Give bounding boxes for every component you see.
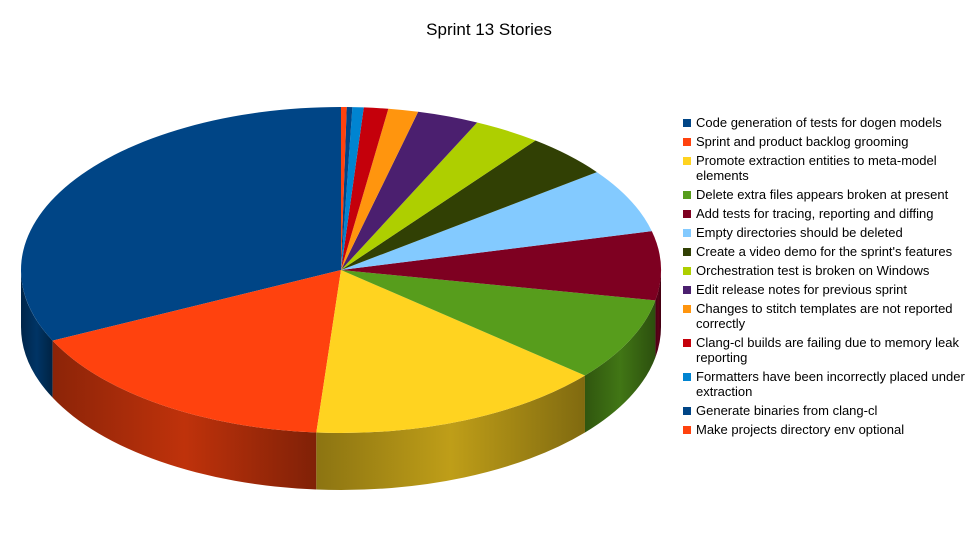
chart-title: Sprint 13 Stories bbox=[426, 20, 552, 39]
pie-slice bbox=[341, 122, 536, 271]
legend-swatch bbox=[683, 248, 691, 256]
legend-item: Promote extraction entities to meta-mode… bbox=[683, 153, 973, 183]
pie-slice bbox=[341, 108, 419, 270]
pie-slice bbox=[341, 107, 353, 270]
pie-slice bbox=[341, 140, 597, 270]
legend-swatch bbox=[683, 157, 691, 165]
legend-label: Formatters have been incorrectly placed … bbox=[696, 369, 965, 399]
legend-swatch bbox=[683, 305, 691, 313]
pie-slice bbox=[341, 270, 656, 376]
legend-label: Create a video demo for the sprint's fea… bbox=[696, 244, 953, 259]
legend-item: Empty directories should be deleted bbox=[683, 225, 973, 240]
legend-label: Promote extraction entities to meta-mode… bbox=[696, 153, 937, 183]
legend-label: Orchestration test is broken on Windows bbox=[696, 263, 930, 278]
pie-slice-side bbox=[316, 375, 585, 490]
legend-label: Edit release notes for previous sprint bbox=[696, 282, 907, 297]
pie-slice bbox=[316, 270, 585, 433]
pie-slice bbox=[341, 172, 652, 270]
legend-item: Edit release notes for previous sprint bbox=[683, 282, 973, 297]
legend-item: Add tests for tracing, reporting and dif… bbox=[683, 206, 973, 221]
legend-item: Delete extra files appears broken at pre… bbox=[683, 187, 973, 202]
legend-label: Make projects directory env optional bbox=[696, 422, 905, 437]
pie-top bbox=[20, 107, 662, 433]
pie-slice-side bbox=[655, 270, 661, 358]
legend-swatch bbox=[683, 426, 691, 434]
pie-slice-side bbox=[52, 340, 317, 490]
pie-slice bbox=[52, 270, 341, 433]
legend-swatch bbox=[683, 119, 691, 127]
legend-label: Empty directories should be deleted bbox=[696, 225, 903, 240]
legend-item: Changes to stitch templates are not repo… bbox=[683, 301, 973, 331]
legend-label: Delete extra files appears broken at pre… bbox=[696, 187, 949, 202]
legend-swatch bbox=[683, 191, 691, 199]
legend-swatch bbox=[683, 373, 691, 381]
legend-item: Orchestration test is broken on Windows bbox=[683, 263, 973, 278]
legend-swatch bbox=[683, 267, 691, 275]
legend-item: Sprint and product backlog grooming bbox=[683, 134, 973, 149]
legend-item: Code generation of tests for dogen model… bbox=[683, 115, 973, 130]
legend-label: Add tests for tracing, reporting and dif… bbox=[696, 206, 934, 221]
legend-label: Generate binaries from clang-cl bbox=[696, 403, 878, 418]
legend-label: Sprint and product backlog grooming bbox=[696, 134, 909, 149]
pie-slice bbox=[341, 107, 347, 270]
legend-label: Code generation of tests for dogen model… bbox=[696, 115, 942, 130]
pie-slice bbox=[341, 231, 662, 301]
legend: Code generation of tests for dogen model… bbox=[683, 115, 973, 441]
pie-slice-side bbox=[584, 300, 656, 433]
pie-slice bbox=[341, 107, 389, 271]
legend-swatch bbox=[683, 210, 691, 218]
legend-swatch bbox=[683, 286, 691, 294]
pie-slice-side bbox=[20, 270, 53, 398]
pie-slice bbox=[341, 107, 364, 270]
legend-item: Make projects directory env optional bbox=[683, 422, 973, 437]
legend-swatch bbox=[683, 138, 691, 146]
pie-slice bbox=[20, 107, 341, 341]
legend-item: Formatters have been incorrectly placed … bbox=[683, 369, 973, 399]
legend-item: Generate binaries from clang-cl bbox=[683, 403, 973, 418]
legend-label: Clang-cl builds are failing due to memor… bbox=[696, 335, 960, 365]
legend-item: Create a video demo for the sprint's fea… bbox=[683, 244, 973, 259]
pie-slice bbox=[341, 111, 478, 270]
pie-sides bbox=[20, 270, 661, 490]
legend-item: Clang-cl builds are failing due to memor… bbox=[683, 335, 973, 365]
legend-swatch bbox=[683, 407, 691, 415]
legend-label: Changes to stitch templates are not repo… bbox=[696, 301, 953, 331]
legend-swatch bbox=[683, 229, 691, 237]
legend-swatch bbox=[683, 339, 691, 347]
